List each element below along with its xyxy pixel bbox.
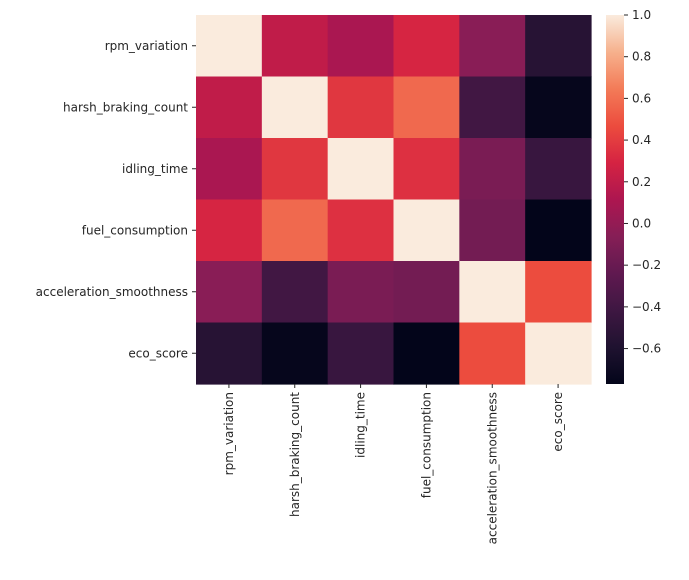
heatmap-cell	[196, 138, 263, 201]
row-label: harsh_braking_count	[63, 100, 188, 114]
heatmap-cell	[525, 15, 592, 78]
heatmap-cell	[261, 138, 329, 201]
heatmap-cell	[525, 322, 592, 385]
heatmap-cell	[261, 322, 329, 385]
colorbar-tick-label: 0.0	[632, 216, 651, 230]
heatmap-cell	[459, 261, 526, 324]
heatmap-cell	[525, 138, 592, 201]
row-label: eco_score	[128, 346, 188, 360]
column-label: idling_time	[354, 392, 368, 458]
heatmap-cell	[393, 322, 460, 385]
heatmap-cell	[196, 199, 263, 262]
colorbar-ticks: −0.6 −0.4 −0.2 0.0 0.2 0.4 0.6 0.8 1.0	[624, 8, 661, 356]
heatmap-cell	[327, 15, 395, 78]
colorbar-tick-label: 0.2	[632, 175, 651, 189]
heatmap-cell	[261, 76, 329, 139]
colorbar-tick-label: 0.8	[632, 50, 651, 64]
heatmap-cell	[327, 322, 395, 385]
heatmap-cell	[393, 138, 460, 201]
colorbar-gradient	[606, 15, 624, 384]
heatmap-cell	[459, 138, 526, 201]
heatmap-cell	[327, 76, 395, 139]
heatmap-cell	[459, 15, 526, 78]
heatmap-cell	[196, 15, 263, 78]
heatmap-cell	[393, 199, 460, 262]
row-label: fuel_consumption	[82, 223, 188, 237]
heatmap-cell	[525, 76, 592, 139]
colorbar-tick-label: 0.6	[632, 91, 651, 105]
column-label: fuel_consumption	[419, 392, 433, 498]
heatmap-cell	[459, 199, 526, 262]
heatmap-cell	[459, 76, 526, 139]
heatmap-cell	[525, 261, 592, 324]
colorbar-tick-label: 0.4	[632, 133, 651, 147]
heatmap-cell	[261, 261, 329, 324]
heatmap-cell	[393, 76, 460, 139]
row-label: idling_time	[122, 162, 188, 176]
column-label: harsh_braking_count	[288, 392, 302, 517]
heatmap-cell	[261, 199, 329, 262]
row-labels: rpm_variation harsh_braking_count idling_t…	[36, 39, 196, 360]
heatmap-cell	[196, 322, 263, 385]
heatmap-cell	[525, 199, 592, 262]
colorbar-tick-label: −0.6	[632, 342, 661, 356]
colorbar-tick-label: 1.0	[632, 8, 651, 22]
colorbar-tick-label: −0.2	[632, 258, 661, 272]
column-label: eco_score	[551, 392, 565, 452]
heatmap-cell	[196, 261, 263, 324]
row-label: rpm_variation	[105, 39, 188, 53]
heatmap-cell	[196, 76, 263, 139]
heatmap-cell	[459, 322, 526, 385]
column-label: rpm_variation	[222, 392, 236, 475]
heatmap-cell	[327, 261, 395, 324]
colorbar-tick-label: −0.4	[632, 300, 661, 314]
heatmap-cell	[393, 261, 460, 324]
heatmap-cell	[261, 15, 329, 78]
row-label: acceleration_smoothness	[36, 285, 188, 299]
column-label: acceleration_smoothness	[485, 392, 499, 544]
colorbar	[606, 15, 624, 384]
column-labels: rpm_variation harsh_braking_count idling_t…	[222, 384, 565, 544]
heatmap-cell	[393, 15, 460, 78]
heatmap-cell	[327, 138, 395, 201]
heatmap-cells	[196, 15, 592, 385]
heatmap-cell	[327, 199, 395, 262]
